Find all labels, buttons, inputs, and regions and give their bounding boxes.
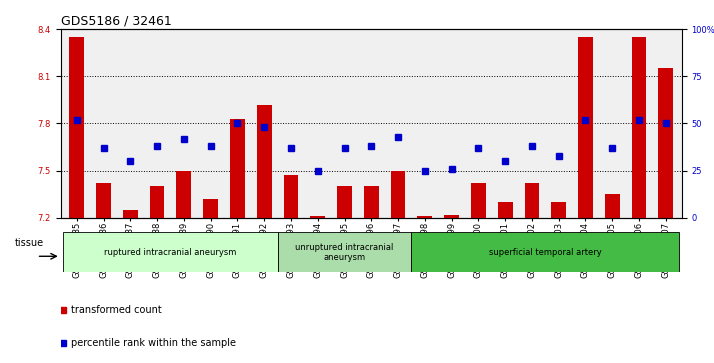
- Text: GDS5186 / 32461: GDS5186 / 32461: [61, 15, 171, 28]
- Bar: [64, 232, 278, 272]
- Bar: [498, 202, 513, 218]
- Bar: [391, 171, 406, 218]
- Bar: [525, 183, 539, 218]
- Text: superficial temporal artery: superficial temporal artery: [489, 248, 602, 257]
- Bar: [278, 232, 411, 272]
- Bar: [551, 202, 566, 218]
- Bar: [444, 215, 459, 218]
- Bar: [203, 199, 218, 218]
- Bar: [337, 186, 352, 218]
- Text: percentile rank within the sample: percentile rank within the sample: [71, 338, 236, 348]
- Bar: [150, 186, 164, 218]
- Bar: [123, 210, 138, 218]
- Bar: [311, 216, 325, 218]
- Bar: [658, 68, 673, 218]
- Bar: [632, 37, 646, 218]
- Text: unruptured intracranial
aneurysm: unruptured intracranial aneurysm: [296, 242, 393, 262]
- Text: tissue: tissue: [14, 238, 44, 248]
- Bar: [418, 216, 432, 218]
- Bar: [96, 183, 111, 218]
- Bar: [230, 119, 245, 218]
- Bar: [283, 175, 298, 218]
- Bar: [364, 186, 378, 218]
- Bar: [69, 37, 84, 218]
- Bar: [471, 183, 486, 218]
- Text: transformed count: transformed count: [71, 305, 161, 315]
- Bar: [578, 37, 593, 218]
- Bar: [411, 232, 679, 272]
- Bar: [605, 194, 620, 218]
- Text: ruptured intracranial aneurysm: ruptured intracranial aneurysm: [104, 248, 236, 257]
- Bar: [257, 105, 271, 218]
- Bar: [176, 171, 191, 218]
